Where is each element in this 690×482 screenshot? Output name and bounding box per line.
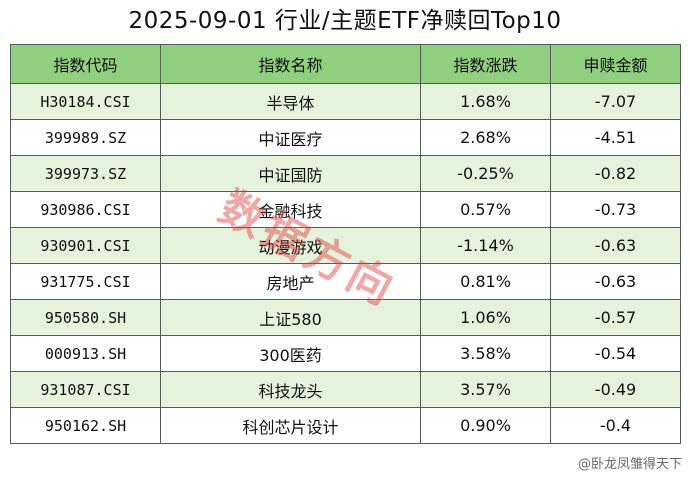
table-row: 000913.SH 300医药 3.58% -0.54 (10, 335, 681, 372)
cell-index-name: 科创芯片设计 (160, 407, 421, 444)
cell-index-code: H30184.CSI (10, 83, 161, 120)
cell-index-change: 2.68% (420, 119, 551, 156)
table-row: 950580.SH 上证580 1.06% -0.57 (10, 299, 681, 336)
cell-index-change: 3.57% (420, 371, 551, 408)
cell-index-change: 1.06% (420, 299, 551, 336)
cell-redemption-amount: -4.51 (550, 119, 681, 156)
header-index-change: 指数涨跌 (420, 44, 551, 84)
cell-index-name: 房地产 (160, 263, 421, 300)
cell-index-change: 0.57% (420, 191, 551, 228)
cell-index-code: 950162.SH (10, 407, 161, 444)
table-row: 931087.CSI 科技龙头 3.57% -0.49 (10, 371, 681, 408)
cell-redemption-amount: -0.49 (550, 371, 681, 408)
table-row: 950162.SH 科创芯片设计 0.90% -0.4 (10, 407, 681, 444)
table-row: H30184.CSI 半导体 1.68% -7.07 (10, 83, 681, 120)
cell-index-name: 300医药 (160, 335, 421, 372)
cell-index-name: 半导体 (160, 83, 421, 120)
etf-redemption-table: 指数代码 指数名称 指数涨跌 申赎金额 H30184.CSI 半导体 1.68% -7… (10, 44, 681, 444)
cell-index-change: -0.25% (420, 155, 551, 192)
table-row: 930901.CSI 动漫游戏 -1.14% -0.63 (10, 227, 681, 264)
table-row: 931775.CSI 房地产 0.81% -0.63 (10, 263, 681, 300)
header-redemption-amount: 申赎金额 (550, 44, 681, 84)
cell-index-change: 3.58% (420, 335, 551, 372)
cell-index-code: 399989.SZ (10, 119, 161, 156)
cell-index-code: 930901.CSI (10, 227, 161, 264)
cell-index-code: 931775.CSI (10, 263, 161, 300)
cell-index-change: 0.81% (420, 263, 551, 300)
header-index-name: 指数名称 (160, 44, 421, 84)
table-row: 930986.CSI 金融科技 0.57% -0.73 (10, 191, 681, 228)
cell-redemption-amount: -0.54 (550, 335, 681, 372)
table-body: H30184.CSI 半导体 1.68% -7.07 399989.SZ 中证医疗 2.68… (10, 83, 681, 444)
footer-credit: @卧龙凤雏得天下 (577, 457, 682, 472)
cell-redemption-amount: -0.82 (550, 155, 681, 192)
cell-index-change: 0.90% (420, 407, 551, 444)
cell-index-name: 科技龙头 (160, 371, 421, 408)
table-row: 399989.SZ 中证医疗 2.68% -4.51 (10, 119, 681, 156)
cell-index-name: 中证医疗 (160, 119, 421, 156)
header-index-code: 指数代码 (10, 44, 161, 84)
cell-index-code: 000913.SH (10, 335, 161, 372)
page-title: 2025-09-01 行业/主题ETF净赎回Top10 (128, 8, 562, 34)
cell-redemption-amount: -0.63 (550, 227, 681, 264)
cell-index-change: -1.14% (420, 227, 551, 264)
table-row: 399973.SZ 中证国防 -0.25% -0.82 (10, 155, 681, 192)
cell-index-code: 931087.CSI (10, 371, 161, 408)
cell-redemption-amount: -7.07 (550, 83, 681, 120)
cell-redemption-amount: -0.57 (550, 299, 681, 336)
cell-index-name: 中证国防 (160, 155, 421, 192)
table-header-row: 指数代码 指数名称 指数涨跌 申赎金额 (10, 44, 681, 84)
cell-redemption-amount: -0.73 (550, 191, 681, 228)
cell-index-code: 950580.SH (10, 299, 161, 336)
cell-index-name: 上证580 (160, 299, 421, 336)
cell-index-code: 930986.CSI (10, 191, 161, 228)
cell-index-code: 399973.SZ (10, 155, 161, 192)
cell-index-change: 1.68% (420, 83, 551, 120)
cell-redemption-amount: -0.63 (550, 263, 681, 300)
cell-index-name: 动漫游戏 (160, 227, 421, 264)
cell-redemption-amount: -0.4 (550, 407, 681, 444)
cell-index-name: 金融科技 (160, 191, 421, 228)
